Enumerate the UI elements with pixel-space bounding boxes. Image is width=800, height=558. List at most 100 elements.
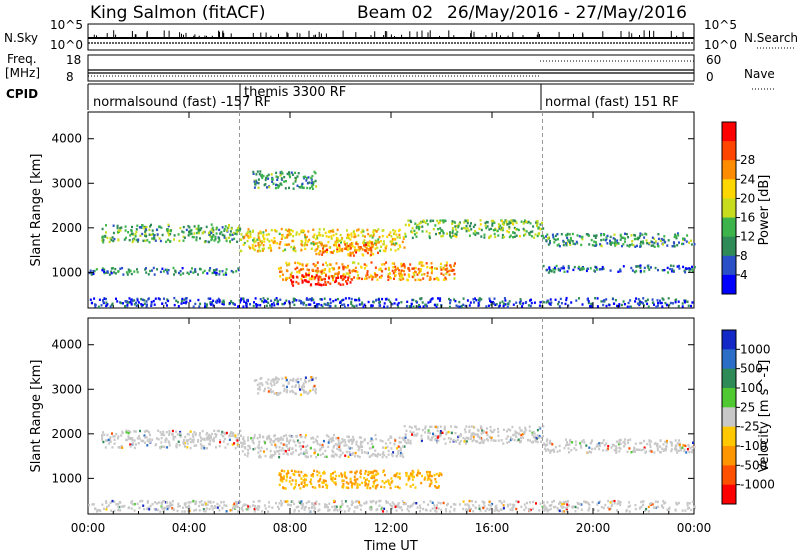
power-cell	[382, 229, 385, 232]
velocity-cell	[502, 504, 505, 507]
power-cell	[123, 238, 126, 241]
power-cell	[419, 268, 422, 271]
velocity-cell	[421, 428, 424, 432]
velocity-cell	[479, 509, 482, 512]
power-cell	[105, 231, 107, 234]
velocity-cell	[394, 473, 397, 477]
velocity-cell	[553, 499, 555, 503]
velocity-cell	[140, 439, 143, 442]
power-cell	[222, 273, 225, 276]
velocity-cell	[683, 448, 686, 451]
power-cell	[125, 271, 128, 274]
power-cell	[179, 273, 182, 276]
velocity-cell	[355, 440, 358, 443]
power-cell	[272, 301, 275, 305]
power-cell	[419, 297, 422, 300]
velocity-cell	[474, 500, 477, 504]
velocity-cell	[411, 475, 414, 478]
power-cell	[363, 249, 366, 252]
power-cell	[339, 239, 342, 242]
velocity-cell	[287, 448, 290, 451]
power-cell	[291, 281, 293, 284]
velocity-cell	[520, 433, 523, 437]
velocity-cell	[214, 432, 217, 436]
power-cell	[383, 240, 385, 243]
power-cell	[272, 182, 275, 185]
velocity-cell	[651, 503, 654, 506]
velocity-cell	[619, 501, 622, 504]
power-cell	[102, 241, 105, 244]
power-cell	[545, 235, 547, 238]
power-cell	[337, 276, 340, 279]
velocity-cell	[216, 429, 219, 433]
power-cell	[619, 235, 622, 238]
power-cell	[381, 297, 384, 301]
power-cell	[284, 278, 287, 282]
velocity-cell	[528, 509, 531, 513]
power-cell	[455, 233, 458, 236]
power-cell	[664, 240, 667, 244]
power-cell	[310, 242, 313, 245]
power-cell	[221, 226, 224, 229]
power-cell	[183, 298, 186, 301]
power-cell	[595, 234, 598, 237]
nave-trace	[88, 60, 694, 77]
velocity-cell	[257, 451, 260, 454]
power-cell	[415, 235, 418, 238]
power-cell	[485, 305, 488, 308]
power-cell	[381, 270, 384, 273]
velocity-cell	[199, 443, 202, 446]
velocity-cell	[249, 447, 251, 450]
velocity-cell	[385, 455, 388, 459]
power-cell	[286, 172, 289, 176]
power-cell	[184, 297, 187, 300]
power-cell	[301, 263, 304, 266]
power-cell	[349, 245, 352, 248]
power-cell	[411, 275, 414, 278]
velocity-cell	[608, 508, 611, 511]
velocity-cell	[351, 486, 354, 489]
velocity-cell	[329, 475, 332, 478]
power-cell	[385, 261, 388, 264]
velocity-cell	[278, 456, 281, 459]
velocity-cell	[668, 506, 671, 509]
power-cell	[605, 236, 608, 239]
power-cell	[121, 266, 124, 270]
velocity-cell	[280, 479, 283, 482]
velocity-cell	[163, 508, 166, 511]
power-cell	[128, 270, 131, 274]
power-cell	[685, 240, 688, 243]
velocity-cell	[258, 433, 261, 437]
velocity-cell	[603, 444, 606, 447]
power-cell	[492, 219, 495, 223]
power-cell	[484, 224, 487, 227]
power-cell	[160, 226, 163, 229]
power-cell	[181, 267, 184, 270]
velocity-cell	[429, 431, 431, 435]
velocity-cell	[105, 501, 108, 505]
velocity-cell	[262, 436, 265, 439]
velocity-cell	[370, 471, 373, 474]
velocity-cell	[203, 447, 206, 450]
velocity-cell	[370, 500, 373, 504]
power-cell	[161, 267, 164, 270]
power-cell	[641, 233, 644, 236]
velocity-cell	[599, 442, 602, 445]
power-cell	[394, 249, 397, 252]
power-cell	[111, 236, 114, 239]
velocity-cell	[319, 474, 322, 478]
power-cell	[412, 271, 415, 275]
power-cell	[417, 267, 420, 271]
velocity-cell	[288, 446, 291, 450]
velocity-cell	[349, 470, 352, 474]
power-cell	[398, 272, 401, 275]
power-cell	[422, 220, 425, 223]
velocity-cell	[374, 433, 377, 437]
power-cell	[671, 302, 674, 305]
power-cell	[323, 268, 326, 271]
power-cell	[674, 233, 677, 236]
velocity-cell	[266, 436, 269, 439]
velocity-cell	[214, 506, 217, 509]
velocity-cell	[500, 502, 503, 505]
velocity-cell	[551, 500, 554, 504]
